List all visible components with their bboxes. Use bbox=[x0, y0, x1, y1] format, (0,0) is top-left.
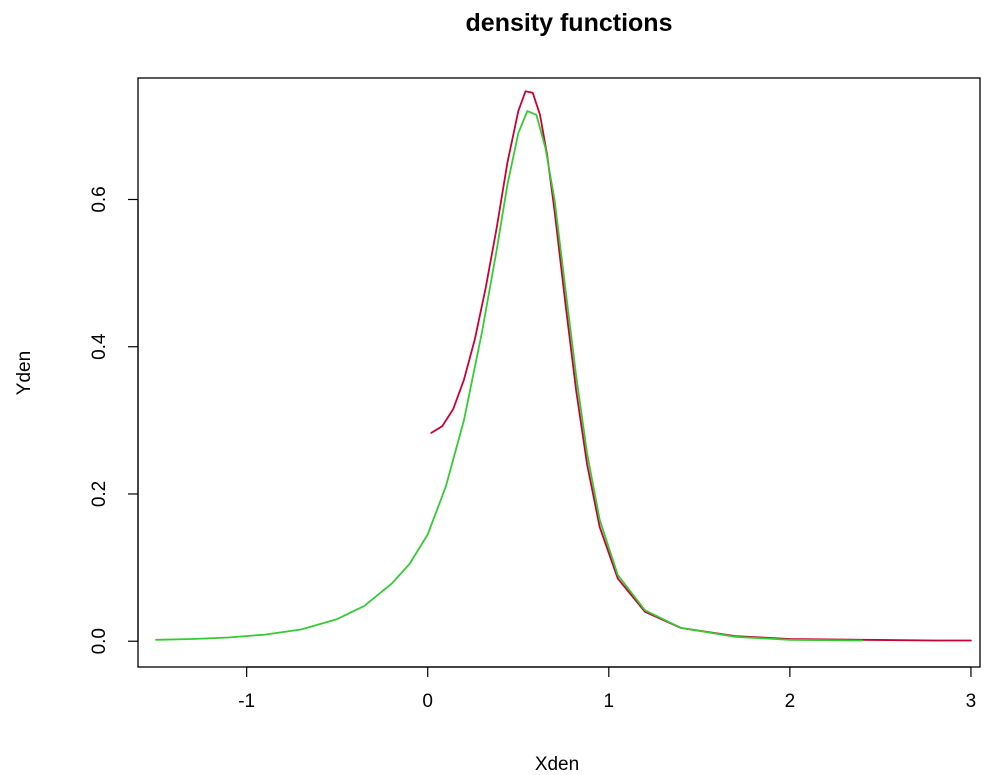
x-tick-label: 1 bbox=[604, 691, 615, 712]
x-tick-label: 2 bbox=[785, 691, 796, 712]
x-axis: -1 0 1 2 3 bbox=[238, 666, 977, 712]
y-axis: 0.0 0.2 0.4 0.6 bbox=[89, 186, 139, 654]
series-line-1 bbox=[430, 90, 972, 642]
x-tick-label: 3 bbox=[966, 691, 977, 712]
series-layer bbox=[155, 90, 972, 642]
chart-title: density functions bbox=[466, 9, 673, 37]
x-tick-label: -1 bbox=[238, 691, 255, 712]
x-axis-label: Xden bbox=[535, 754, 579, 775]
y-tick-label: 0.0 bbox=[89, 628, 110, 654]
plot-frame bbox=[137, 77, 981, 668]
x-tick-label: 0 bbox=[422, 691, 433, 712]
y-tick-label: 0.2 bbox=[89, 481, 110, 507]
y-axis-label: Yden bbox=[14, 351, 35, 395]
y-tick-label: 0.6 bbox=[89, 186, 110, 212]
y-tick-label: 0.4 bbox=[89, 333, 110, 360]
series-line-2 bbox=[155, 110, 864, 642]
